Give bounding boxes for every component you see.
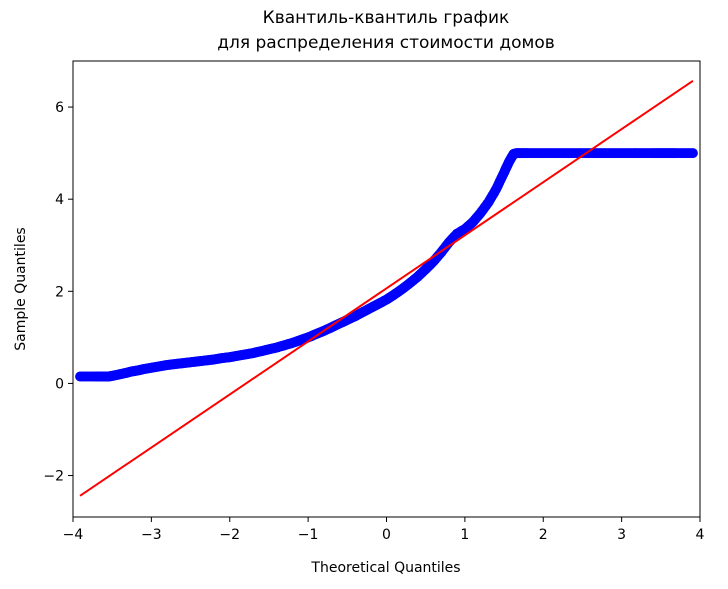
y-tick-label: 0 xyxy=(55,376,64,392)
x-tick-label: 4 xyxy=(696,527,705,543)
x-tick-label: 2 xyxy=(539,527,548,543)
x-tick-label: −2 xyxy=(219,527,240,543)
y-axis: −2 0 2 4 6 xyxy=(43,100,73,485)
plot-area xyxy=(75,79,698,497)
x-tick-label: 1 xyxy=(460,527,469,543)
x-tick-label: −4 xyxy=(63,527,84,543)
x-tick-label: 0 xyxy=(382,527,391,543)
x-tick-label: 3 xyxy=(617,527,626,543)
x-tick-label: −3 xyxy=(141,527,162,543)
chart-title-line-1: Квантиль-квантиль график xyxy=(263,8,510,28)
reference-line xyxy=(79,79,694,497)
chart-title-line-2: для распределения стоимости домов xyxy=(217,33,555,53)
x-tick-label: −1 xyxy=(298,527,319,543)
y-tick-label: 2 xyxy=(55,284,64,300)
x-axis: −4 −3 −2 −1 0 1 2 3 4 xyxy=(63,517,705,543)
y-axis-label: Sample Quantiles xyxy=(13,227,29,350)
y-tick-label: 4 xyxy=(55,192,64,208)
data-point xyxy=(687,148,698,159)
x-axis-label: Theoretical Quantiles xyxy=(310,560,460,576)
y-tick-label: 6 xyxy=(55,100,64,116)
y-tick-label: −2 xyxy=(43,469,64,485)
